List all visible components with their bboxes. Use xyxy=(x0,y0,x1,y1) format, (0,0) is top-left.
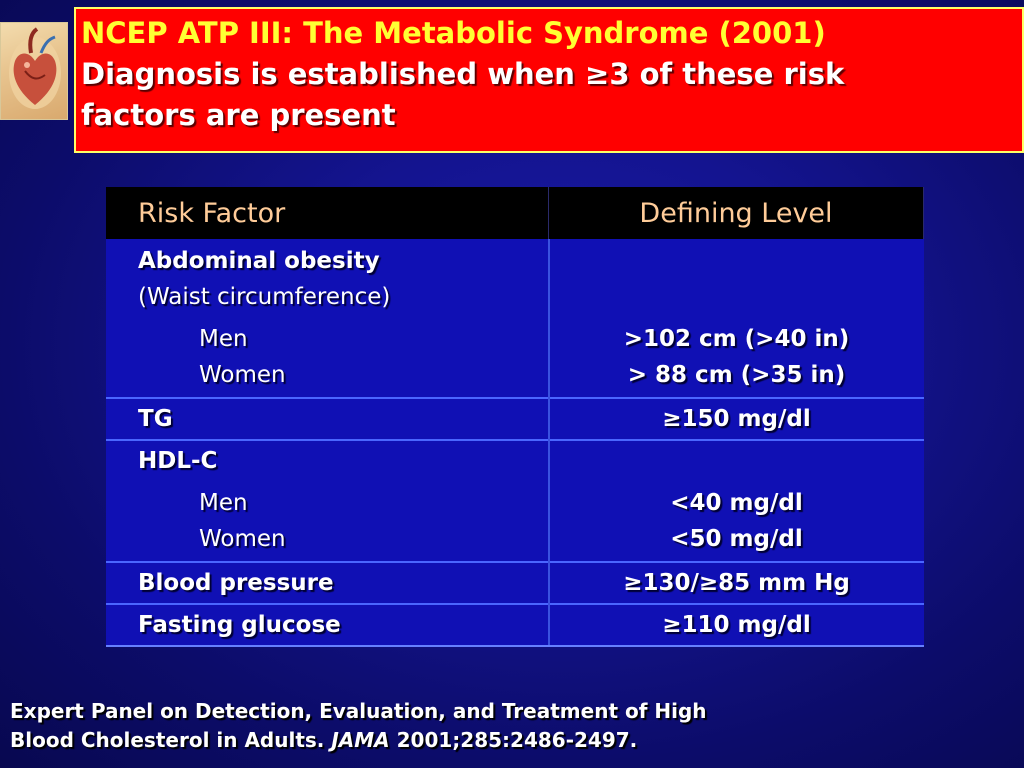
abdominal-men-value: >102 cm (>40 in) xyxy=(623,326,850,352)
title-banner: NCEP ATP III: The Metabolic Syndrome (20… xyxy=(74,7,1024,153)
table-header-row: Risk Factor Defining Level xyxy=(106,187,924,239)
waist-circumference-label: (Waist circumference) xyxy=(138,284,391,310)
cell-abdominal-values: >102 cm (>40 in) > 88 cm (>35 in) xyxy=(548,239,924,398)
abdominal-women-value: > 88 cm (>35 in) xyxy=(627,362,846,388)
hdl-women-value: <50 mg/dl xyxy=(670,526,803,552)
header-risk-factor: Risk Factor xyxy=(106,187,549,239)
header-defining-level: Defining Level xyxy=(548,187,924,239)
hdl-label: HDL-C xyxy=(138,448,218,474)
hdl-women-label: Women xyxy=(199,526,286,552)
title-heading: NCEP ATP III: The Metabolic Syndrome (20… xyxy=(81,16,826,50)
table-row-fasting-glucose: Fasting glucose ≥110 mg/dl xyxy=(106,603,924,647)
cell-hdl-label: HDL-C Men Women xyxy=(106,439,550,562)
risk-factor-table: Risk Factor Defining Level Abdominal obe… xyxy=(106,187,924,647)
table-row-blood-pressure: Blood pressure ≥130/≥85 mm Hg xyxy=(106,561,924,604)
tg-label: TG xyxy=(138,406,173,432)
blood-pressure-label: Blood pressure xyxy=(138,570,334,596)
cell-glucose-value: ≥110 mg/dl xyxy=(548,603,924,647)
title-subheading-line2: factors are present xyxy=(81,98,396,132)
cell-bp-value: ≥130/≥85 mm Hg xyxy=(548,561,924,604)
hdl-men-value: <40 mg/dl xyxy=(670,490,803,516)
citation-line1: Expert Panel on Detection, Evaluation, a… xyxy=(10,699,707,723)
tg-value: ≥150 mg/dl xyxy=(662,406,811,432)
cell-hdl-values: <40 mg/dl <50 mg/dl xyxy=(548,439,924,562)
fasting-glucose-label: Fasting glucose xyxy=(138,612,341,638)
citation-line2: Blood Cholesterol in Adults. JAMA 2001;2… xyxy=(10,726,707,755)
abdominal-men-label: Men xyxy=(199,326,248,352)
table-row-abdominal-obesity: Abdominal obesity (Waist circumference) … xyxy=(106,239,924,398)
cell-abdominal-label: Abdominal obesity (Waist circumference) … xyxy=(106,239,550,398)
cell-bp-label: Blood pressure xyxy=(106,561,550,604)
heart-illustration xyxy=(9,27,61,109)
abdominal-obesity-label: Abdominal obesity xyxy=(138,248,380,274)
cell-tg-value: ≥150 mg/dl xyxy=(548,397,924,440)
fasting-glucose-value: ≥110 mg/dl xyxy=(662,612,811,638)
citation-line2-end: 2001;285:2486-2497. xyxy=(389,728,638,752)
citation-footer: Expert Panel on Detection, Evaluation, a… xyxy=(10,697,707,755)
hdl-men-label: Men xyxy=(199,490,248,516)
cell-tg-label: TG xyxy=(106,397,550,440)
citation-line2-start: Blood Cholesterol in Adults. xyxy=(10,728,332,752)
heart-logo-icon xyxy=(0,22,68,120)
citation-journal: JAMA xyxy=(331,728,390,752)
blood-pressure-value: ≥130/≥85 mm Hg xyxy=(623,570,850,596)
title-subheading-line1: Diagnosis is established when ≥3 of thes… xyxy=(81,57,845,91)
abdominal-women-label: Women xyxy=(199,362,286,388)
table-row-tg: TG ≥150 mg/dl xyxy=(106,397,924,440)
cell-glucose-label: Fasting glucose xyxy=(106,603,550,647)
table-row-hdl: HDL-C Men Women <40 mg/dl <50 mg/dl xyxy=(106,439,924,562)
